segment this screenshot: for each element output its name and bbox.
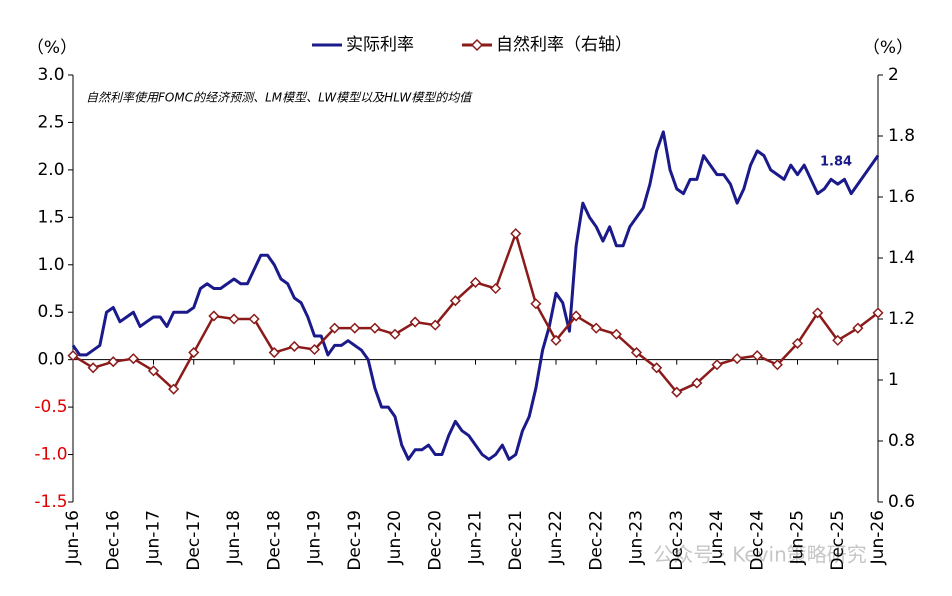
y2-tick-label: 1.8 (888, 126, 915, 146)
x-tick-label: Dec-19 (345, 510, 365, 571)
marker (590, 322, 602, 334)
x-tick-label: Dec-22 (586, 510, 606, 571)
marker (812, 307, 824, 319)
y2-tick-label: 1 (888, 370, 899, 390)
y2-tick-label: 0.6 (888, 492, 915, 512)
marker (570, 310, 582, 322)
annotation: 自然利率使用FOMC的经济预测、LM模型、LW模型以及HLW模型的均值 (86, 91, 473, 105)
marker (771, 359, 783, 371)
marker (208, 310, 220, 322)
marker (610, 328, 622, 340)
marker (349, 322, 361, 334)
marker (188, 346, 200, 359)
marker (711, 359, 723, 371)
marker (469, 276, 482, 288)
x-tick-label: Dec-25 (828, 510, 848, 571)
x-tick-label: Dec-24 (747, 510, 767, 571)
x-tick-label: Jun-22 (546, 510, 566, 565)
marker (791, 337, 804, 349)
y-tick-label: 1.5 (37, 207, 64, 227)
watermark: 公众号 · Kevin策略研究 (653, 543, 867, 567)
x-tick-label: Dec-20 (425, 510, 445, 571)
marker (409, 316, 421, 328)
x-tick-label: Jun-21 (466, 510, 486, 565)
x-tick-label: Dec-18 (264, 510, 284, 571)
marker (288, 340, 300, 353)
marker (308, 343, 321, 356)
y2-tick-label: 1.6 (888, 187, 915, 207)
marker (550, 334, 562, 346)
y-tick-label: -0.5 (34, 397, 67, 417)
x-tick-label: Jun-26 (868, 510, 888, 565)
marker (168, 383, 180, 395)
marker (127, 353, 139, 365)
y-tick-label: 2.0 (37, 160, 64, 180)
series-line (71, 130, 880, 461)
marker (691, 377, 703, 389)
marker (651, 362, 663, 374)
marker (731, 353, 743, 365)
legend-label: 自然利率（右轴） (496, 35, 632, 55)
x-tick-label: Jun-20 (385, 510, 405, 565)
x-tick-label: Dec-17 (184, 510, 204, 571)
marker (107, 356, 119, 368)
y-tick-label: 3.0 (37, 65, 64, 85)
y-tick-label: -1.0 (34, 445, 67, 465)
y-tick-label: 2.5 (37, 112, 64, 132)
x-tick-label: Dec-16 (103, 510, 123, 571)
y-tick-label: 1.0 (37, 255, 64, 275)
marker (751, 350, 763, 362)
value-note: 1.84 (820, 155, 852, 170)
marker (630, 346, 643, 359)
left-unit: （%） (27, 38, 77, 58)
y2-tick-label: 1.2 (888, 309, 915, 329)
marker (147, 365, 160, 377)
marker (268, 346, 280, 359)
marker (852, 322, 864, 334)
marker (510, 228, 522, 240)
marker (832, 334, 844, 346)
right-unit: （%） (863, 38, 913, 58)
x-tick-label: Jun-18 (224, 510, 244, 565)
marker (67, 350, 79, 362)
x-tick-label: Dec-23 (667, 510, 687, 571)
x-tick-label: Jun-24 (707, 510, 727, 565)
x-tick-label: Jun-23 (627, 510, 647, 565)
marker (369, 322, 381, 334)
legend-marker (470, 38, 484, 52)
x-tick-label: Jun-25 (788, 510, 808, 565)
y2-tick-label: 1.4 (888, 248, 915, 268)
marker (248, 313, 260, 325)
x-tick-label: Jun-16 (63, 510, 83, 565)
marker (228, 313, 240, 325)
marker (87, 362, 99, 374)
y-tick-label: 0.5 (37, 302, 64, 322)
y-tick-label: 0.0 (37, 350, 64, 370)
marker (530, 298, 542, 310)
marker (872, 307, 884, 319)
x-tick-label: Jun-19 (305, 510, 325, 565)
marker (429, 319, 441, 331)
y-tick-label: -1.5 (34, 492, 67, 512)
legend-label: 实际利率 (346, 35, 414, 55)
marker (490, 282, 502, 295)
marker (671, 386, 683, 398)
marker (329, 322, 341, 334)
marker (449, 295, 461, 307)
x-tick-label: Jun-17 (144, 510, 164, 565)
x-tick-label: Dec-21 (506, 510, 526, 571)
y2-tick-label: 0.8 (888, 431, 915, 451)
series-line (72, 232, 879, 394)
marker (389, 328, 401, 340)
y2-tick-label: 2 (888, 65, 899, 85)
